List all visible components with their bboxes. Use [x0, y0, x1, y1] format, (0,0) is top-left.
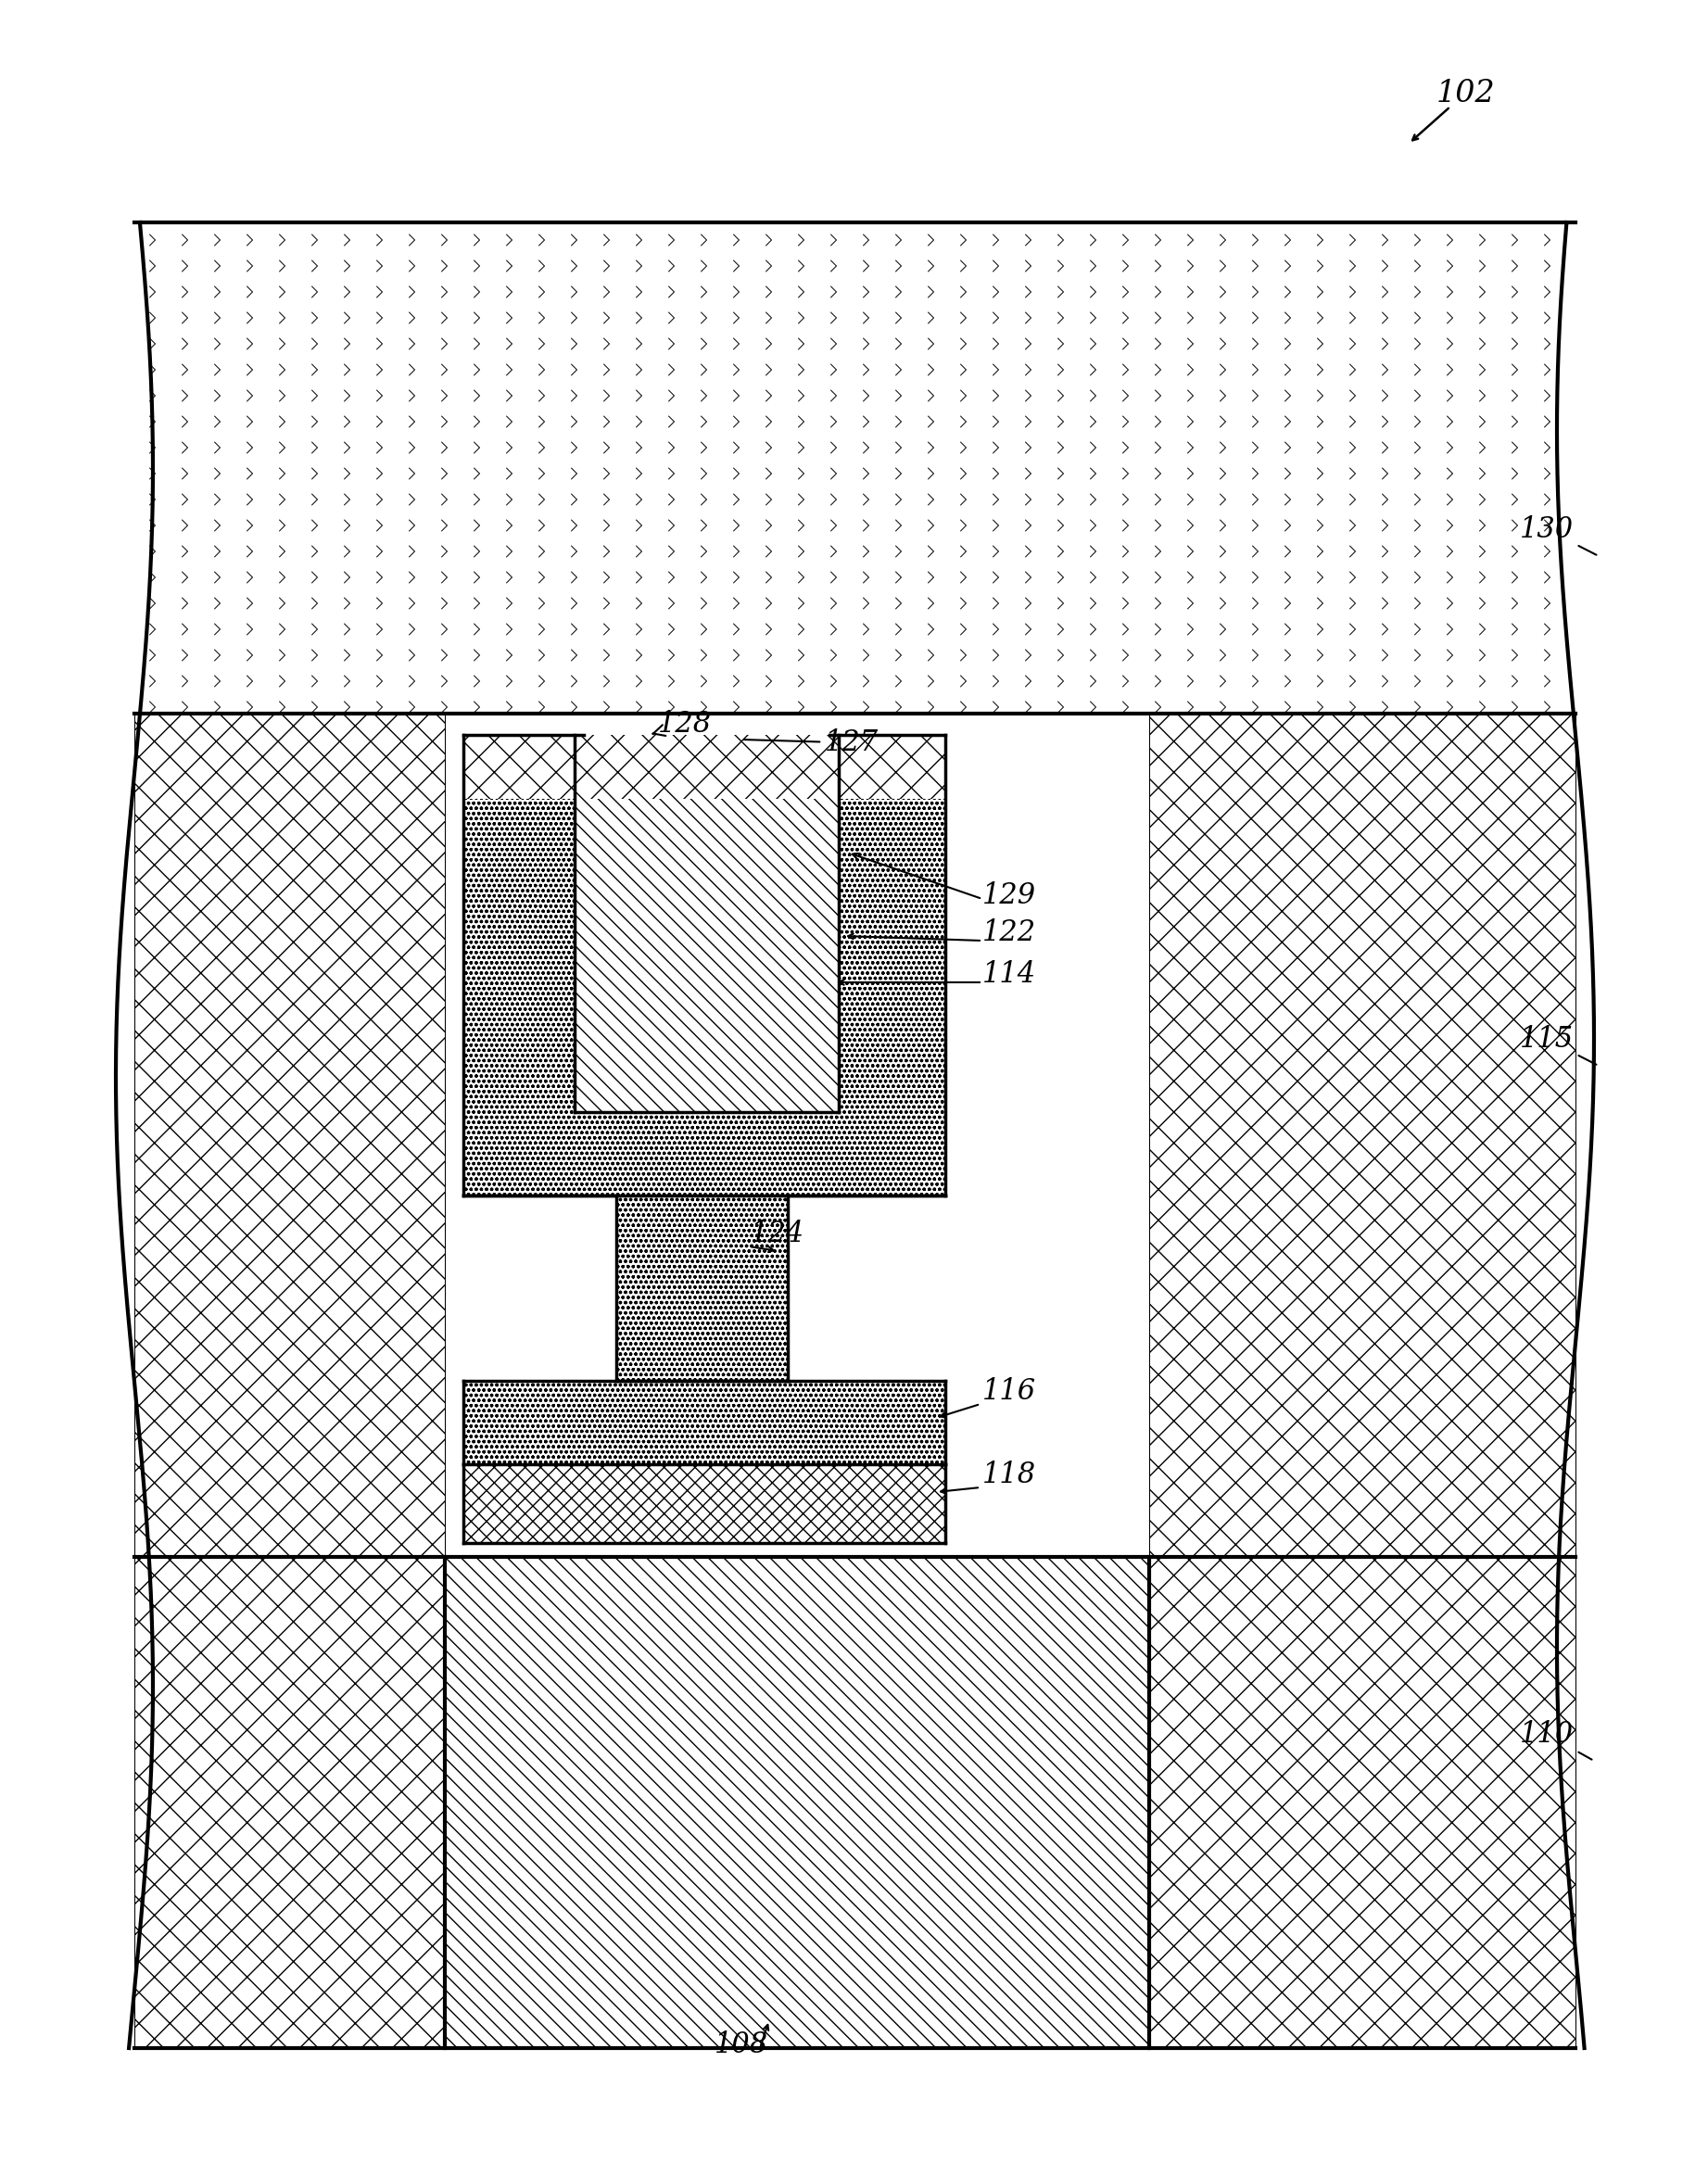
Bar	[444, 1557, 1149, 2048]
Text: 118: 118	[982, 1460, 1037, 1490]
Bar	[463, 1380, 945, 1464]
Text: 116: 116	[982, 1378, 1037, 1406]
Text: 108: 108	[714, 2031, 769, 2059]
Bar	[135, 714, 444, 1557]
Bar	[839, 735, 945, 1196]
Bar	[574, 798, 839, 1112]
Bar	[1149, 714, 1575, 1557]
Bar	[574, 735, 839, 798]
Bar	[463, 735, 945, 798]
Bar	[463, 735, 574, 1196]
Bar	[135, 223, 1575, 714]
Text: 110: 110	[1520, 1720, 1592, 1759]
Bar	[463, 1464, 945, 1542]
Bar	[617, 1196, 787, 1380]
Bar	[463, 1380, 945, 1464]
Bar	[463, 735, 945, 798]
Bar	[135, 223, 1575, 714]
Text: 122: 122	[982, 919, 1037, 947]
Bar	[1149, 1557, 1575, 2048]
Bar	[574, 735, 839, 798]
Bar	[135, 714, 444, 1557]
Text: 102: 102	[1436, 78, 1496, 108]
Text: 129: 129	[982, 880, 1037, 911]
Bar	[135, 1557, 444, 2048]
Bar	[463, 735, 574, 1196]
Bar	[463, 1112, 945, 1196]
Text: 127: 127	[745, 729, 878, 757]
Bar	[1149, 714, 1575, 1557]
Text: 130: 130	[1520, 515, 1597, 556]
Bar	[463, 1464, 945, 1542]
Text: 124: 124	[752, 1220, 804, 1248]
Bar	[463, 1112, 945, 1196]
Bar	[839, 735, 945, 1196]
Bar	[617, 1196, 787, 1380]
Text: 115: 115	[1520, 1025, 1597, 1064]
Text: 114: 114	[982, 960, 1037, 988]
Bar	[1149, 1557, 1575, 2048]
Bar	[444, 1557, 1149, 2048]
Bar	[574, 798, 839, 1112]
Text: 128: 128	[652, 709, 712, 738]
Bar	[135, 1557, 444, 2048]
